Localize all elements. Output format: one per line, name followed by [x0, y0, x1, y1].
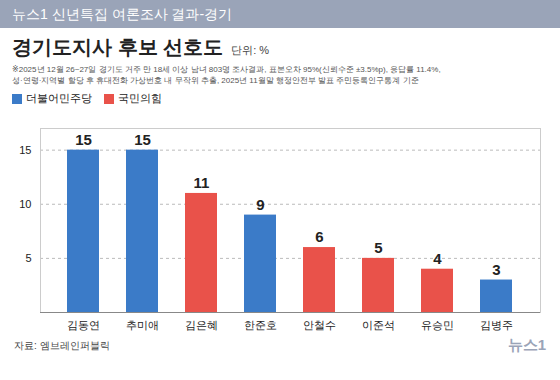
html-text:국민의힘: 국민의힘: [118, 92, 162, 104]
svg-text:3: 3: [492, 261, 500, 278]
svg-text:5: 5: [374, 239, 382, 256]
svg-text:안철수: 안철수: [303, 319, 336, 331]
svg-text:15: 15: [134, 131, 151, 148]
svg-text:9: 9: [256, 196, 264, 213]
html-text:더불어민주당: 더불어민주당: [26, 92, 92, 104]
html-text:뉴스1 신년특집 여론조사 결과-경기: 뉴스1 신년특집 여론조사 결과-경기: [12, 6, 233, 22]
svg-text:유승민: 유승민: [421, 319, 454, 331]
svg-text:김병주: 김병주: [480, 319, 513, 331]
svg-text:이준석: 이준석: [362, 319, 395, 331]
html-text:성·연령·지역별 할당 후 휴대전화 가상번호 내 무작위: 성·연령·지역별 할당 후 휴대전화 가상번호 내 무작위 추출, 2025년 …: [12, 76, 419, 85]
svg-text:15: 15: [19, 144, 31, 156]
svg-text:한준호: 한준호: [244, 319, 277, 331]
svg-text:6: 6: [315, 228, 323, 245]
html-text:뉴스1: 뉴스1: [507, 336, 546, 353]
svg-text:11: 11: [194, 174, 210, 191]
svg-text:추미애: 추미애: [126, 319, 159, 331]
html-text:※2025년 12월 26~27일 경기도 거주 만 18세: ※2025년 12월 26~27일 경기도 거주 만 18세 이상 남녀 803…: [12, 65, 441, 74]
svg-text:4: 4: [433, 250, 442, 267]
svg-text:김은혜: 김은혜: [185, 319, 218, 331]
svg-text:10: 10: [19, 198, 31, 210]
svg-text:김동연: 김동연: [67, 319, 100, 331]
svg-text:5: 5: [25, 252, 31, 264]
html-text:경기도지사 후보 선호도 단위: %: 경기도지사 후보 선호도 단위: %: [12, 36, 269, 58]
svg-text:15: 15: [75, 131, 92, 148]
html-text:자료: 엠브레인퍼블릭: 자료: 엠브레인퍼블릭: [14, 339, 110, 351]
